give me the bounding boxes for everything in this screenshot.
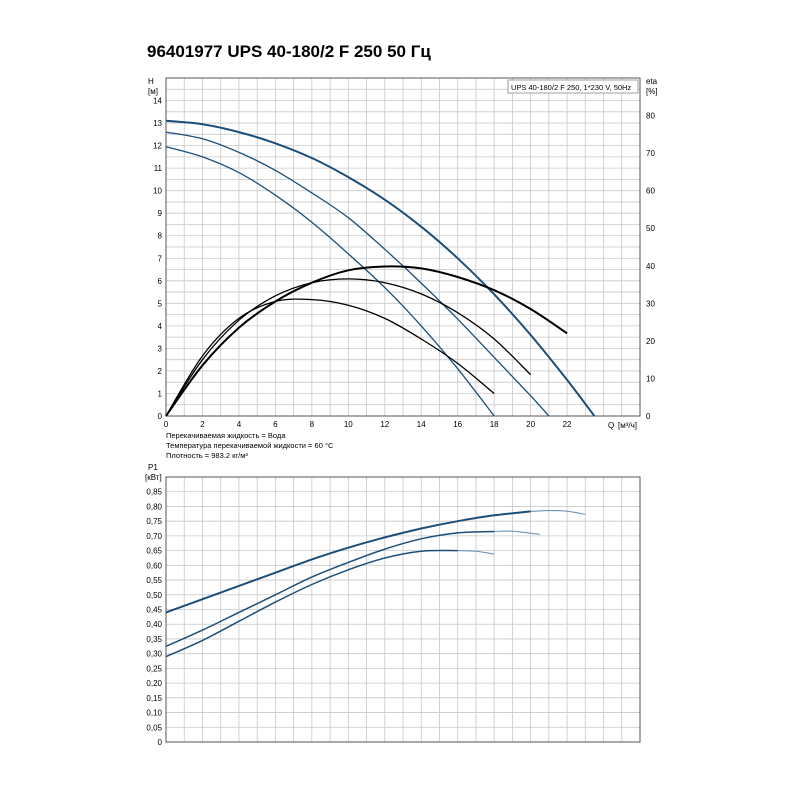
p1-tick-label: 0,80 (146, 502, 162, 511)
x-tick-label: 20 (526, 420, 535, 429)
y2-tick-label: 30 (646, 299, 655, 308)
y2-tick-label: 20 (646, 337, 655, 346)
eta-curve-3 (165, 298, 495, 417)
y-tick-label: 7 (158, 254, 163, 263)
x-tick-label: 16 (453, 420, 462, 429)
p1-tick-label: 0,55 (146, 576, 162, 585)
y-tick-label: 1 (158, 389, 163, 398)
y2-tick-label: 50 (646, 224, 655, 233)
bottom-plot-frame (165, 476, 641, 743)
x-tick-label: 14 (417, 420, 426, 429)
y-axis-unit: [м] (148, 87, 158, 96)
bottom-series (165, 510, 586, 658)
note-temperature: Температура перекачиваемой жидкости = 60… (166, 441, 334, 450)
x-tick-label: 22 (563, 420, 572, 429)
legend-box (507, 79, 639, 94)
p1-axis-label: P1 (148, 463, 158, 472)
y-tick-label: 12 (153, 142, 162, 151)
note-fluid: Перекачиваемая жидкость = Вода (166, 431, 286, 440)
x-tick-label: 2 (200, 420, 205, 429)
p1-tick-label: 0 (158, 738, 163, 747)
p1-tick-label: 0,50 (146, 591, 162, 600)
y-tick-label: 9 (158, 209, 163, 218)
head-curve-1 (165, 119, 596, 417)
y-tick-label: 8 (158, 232, 163, 241)
head-eta-chart: 0 2 4 6 8 10 12 14 16 18 20 22012345678910111213140… (148, 77, 658, 460)
power-curve-2 (165, 530, 495, 647)
p1-tick-label: 0,15 (146, 694, 162, 703)
power-curve-1 (165, 510, 531, 614)
p1-tick-label: 0,75 (146, 517, 162, 526)
p1-tick-label: 0,30 (146, 650, 162, 659)
x-tick-label: 10 (344, 420, 353, 429)
y-tick-label: 3 (158, 344, 163, 353)
top-plot-frame (165, 77, 641, 417)
p1-tick-label: 0,65 (146, 547, 162, 556)
y2-tick-label: 0 (646, 412, 651, 421)
p1-tick-label: 0,40 (146, 620, 162, 629)
y-tick-label: 11 (154, 164, 163, 173)
y-tick-label: 6 (158, 277, 163, 286)
y2-axis-label: eta (646, 77, 658, 86)
y-tick-label: 4 (158, 322, 163, 331)
x-tick-label: 0 (164, 420, 169, 429)
p1-tick-label: 0,05 (146, 723, 162, 732)
head-curve-3 (165, 146, 495, 417)
x-axis-unit: [м³/ч] (618, 421, 637, 430)
y2-tick-label: 70 (646, 149, 655, 158)
y-axis-label: H (148, 77, 154, 86)
top-ticks: 0 2 4 6 8 10 12 14 16 18 20 22012345678910111213140… (153, 97, 655, 429)
power-curve-3 (165, 549, 458, 658)
y2-tick-label: 10 (646, 374, 655, 383)
x-tick-label: 8 (310, 420, 315, 429)
top-grid (166, 78, 640, 416)
p1-tick-label: 0,70 (146, 532, 162, 541)
power-chart: 0 0,05 0,10 0,15 0,20 0,25 0,30 0,35 0,40 0,45 0,5… (145, 463, 641, 747)
legend-text: UPS 40-180/2 F 250, 1*230 V, 50Hz (511, 83, 631, 92)
x-tick-label: 12 (380, 420, 389, 429)
y-tick-label: 10 (153, 187, 162, 196)
p1-tick-label: 0,45 (146, 606, 162, 615)
top-series (165, 119, 596, 417)
note-density: Плотность = 983.2 кг/м³ (166, 451, 248, 460)
p1-tick-label: 0,20 (146, 679, 162, 688)
power-curve-2-tail (494, 530, 540, 535)
p1-tick-label: 0,10 (146, 709, 162, 718)
y-tick-label: 13 (153, 119, 162, 128)
x-axis-label: Q (608, 421, 614, 430)
y2-axis-unit: [%] (646, 87, 658, 96)
x-tick-label: 6 (273, 420, 278, 429)
bottom-ticks: 0 0,05 0,10 0,15 0,20 0,25 0,30 0,35 0,40 0,45 0,5… (146, 488, 162, 747)
p1-tick-label: 0,60 (146, 561, 162, 570)
p1-tick-label: 0,85 (146, 488, 162, 497)
y2-tick-label: 60 (646, 187, 655, 196)
y-tick-label: 2 (158, 367, 163, 376)
y2-tick-label: 40 (646, 262, 655, 271)
y-tick-label: 14 (153, 97, 162, 106)
y-tick-label: 5 (158, 299, 163, 308)
y-tick-label: 0 (158, 412, 163, 421)
power-curve-1-tail (530, 510, 586, 515)
x-tick-label: 4 (237, 420, 242, 429)
y2-tick-label: 80 (646, 112, 655, 121)
head-curve-2 (165, 131, 550, 417)
power-curve-3-tail (457, 550, 495, 555)
page-title: 96401977 UPS 40-180/2 F 250 50 Гц (147, 42, 431, 61)
p1-tick-label: 0,35 (146, 635, 162, 644)
bottom-grid (166, 477, 640, 742)
eta-curve-2 (165, 278, 532, 417)
x-tick-label: 18 (490, 420, 499, 429)
p1-axis-unit: [кВт] (145, 473, 162, 482)
p1-tick-label: 0,25 (146, 664, 162, 673)
eta-curve-1 (165, 265, 568, 417)
